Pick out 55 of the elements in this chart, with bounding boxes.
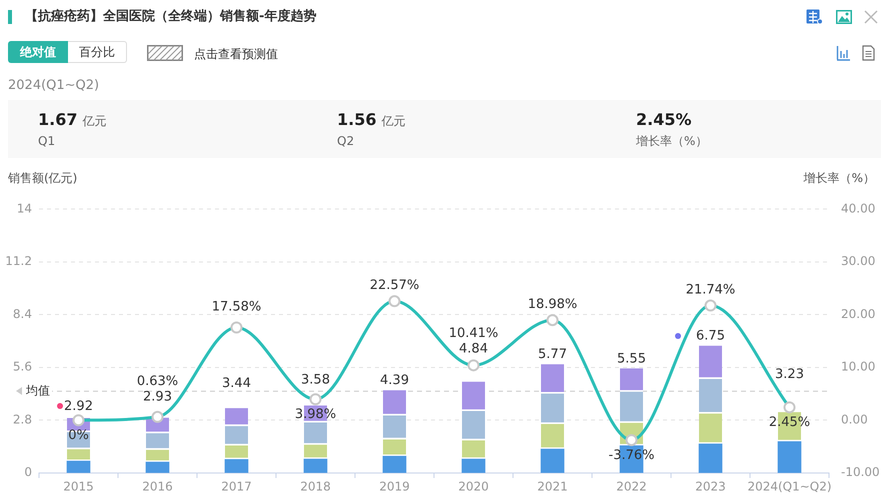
x-tick-label: 2017 <box>221 479 252 494</box>
text: 亿元 <box>381 114 406 128</box>
text: 1.67 <box>38 110 78 129</box>
data-label: 0.63% <box>136 374 178 389</box>
y2-tick-label: -10.00 <box>841 465 880 480</box>
tab-button: 百分比 <box>68 41 127 63</box>
text: 增长率（%） <box>636 133 708 150</box>
y-tick-label: 2.8 <box>12 412 32 426</box>
x-tick-label: 2023 <box>695 479 726 494</box>
x-tick-label: 2021 <box>537 479 568 494</box>
text: 2024(Q1~Q2) <box>8 78 100 94</box>
y2-tick-label: 10.00 <box>841 360 876 374</box>
text: 亿元 <box>82 114 106 128</box>
ref-line-label: 均值 <box>25 383 50 398</box>
x-tick-label: 2018 <box>300 479 331 494</box>
data-label: 21.74% <box>686 282 736 298</box>
data-label: 10.41% <box>448 326 498 342</box>
text: Q2 <box>337 134 356 148</box>
y2-tick-label: 0.00 <box>841 412 868 426</box>
y-tick-label: 8.4 <box>12 306 32 321</box>
chart-title: 【抗痤疮药】全国医院（全终端）销售额-年度趋势 <box>25 8 316 26</box>
total-label: 2.93 <box>143 390 172 405</box>
total-label: 2.92 <box>64 398 93 414</box>
x-tick-label: 2020 <box>458 479 489 494</box>
active-tab-button: 绝对值 <box>8 41 68 63</box>
data-label: 18.98% <box>528 296 578 312</box>
total-label: 3.44 <box>222 376 251 392</box>
data-label: 0% <box>68 428 89 444</box>
x-tick-label: 2019 <box>379 479 410 494</box>
y-tick-label: 0 <box>24 465 32 480</box>
y-tick-label: 11.2 <box>5 254 32 268</box>
x-tick-label: 2022 <box>616 479 647 494</box>
total-label: 4.39 <box>380 373 409 388</box>
data-label: 17.58% <box>212 299 262 314</box>
text: 点击查看预测值 <box>194 46 278 62</box>
x-tick-label: 2015 <box>63 479 94 494</box>
y-axis-title: 销售额(亿元) <box>8 170 78 186</box>
y-tick-label: 5.6 <box>12 360 32 374</box>
total-label: 3.23 <box>775 367 804 382</box>
y2-axis-title: 增长率（%） <box>804 170 875 186</box>
data-label: 22.57% <box>370 278 420 294</box>
text: Q1 <box>38 134 56 148</box>
total-label: 4.84 <box>459 342 488 357</box>
total-label: 6.75 <box>696 328 725 344</box>
text: 2.45% <box>636 110 692 129</box>
text: 1.56 <box>337 110 376 129</box>
y2-tick-label: 20.00 <box>841 306 876 321</box>
total-label: 5.55 <box>617 351 646 366</box>
y2-tick-label: 30.00 <box>841 254 876 268</box>
x-tick-label: 2024(Q1~Q2) <box>747 479 832 494</box>
total-label: 3.58 <box>301 372 330 388</box>
y2-tick-label: 40.00 <box>841 201 876 216</box>
total-label: 5.77 <box>538 347 567 362</box>
x-tick-label: 2016 <box>142 479 173 494</box>
y-tick-label: 14 <box>16 201 32 216</box>
